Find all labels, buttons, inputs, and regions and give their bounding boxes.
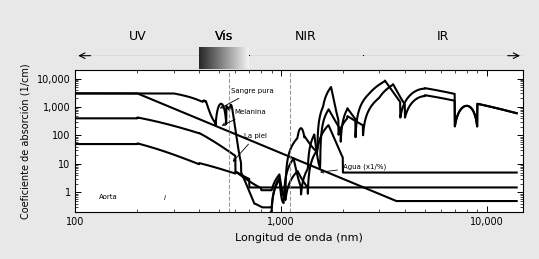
Text: Vis: Vis (215, 30, 233, 43)
Text: Sangre pura: Sangre pura (220, 88, 274, 108)
Text: i: i (164, 195, 166, 201)
Text: Agua (x1/%): Agua (x1/%) (321, 163, 386, 173)
X-axis label: Longitud de onda (nm): Longitud de onda (nm) (235, 233, 363, 243)
Text: Vis: Vis (215, 30, 233, 43)
Y-axis label: Coeficiente de absorción (1/cm): Coeficiente de absorción (1/cm) (22, 63, 31, 219)
Text: Melanina: Melanina (223, 109, 266, 125)
Text: UV: UV (128, 30, 146, 43)
Text: IR: IR (437, 30, 449, 43)
Text: NIR: NIR (295, 30, 317, 43)
Text: Aorta: Aorta (99, 194, 118, 200)
Text: La piel: La piel (233, 133, 267, 161)
